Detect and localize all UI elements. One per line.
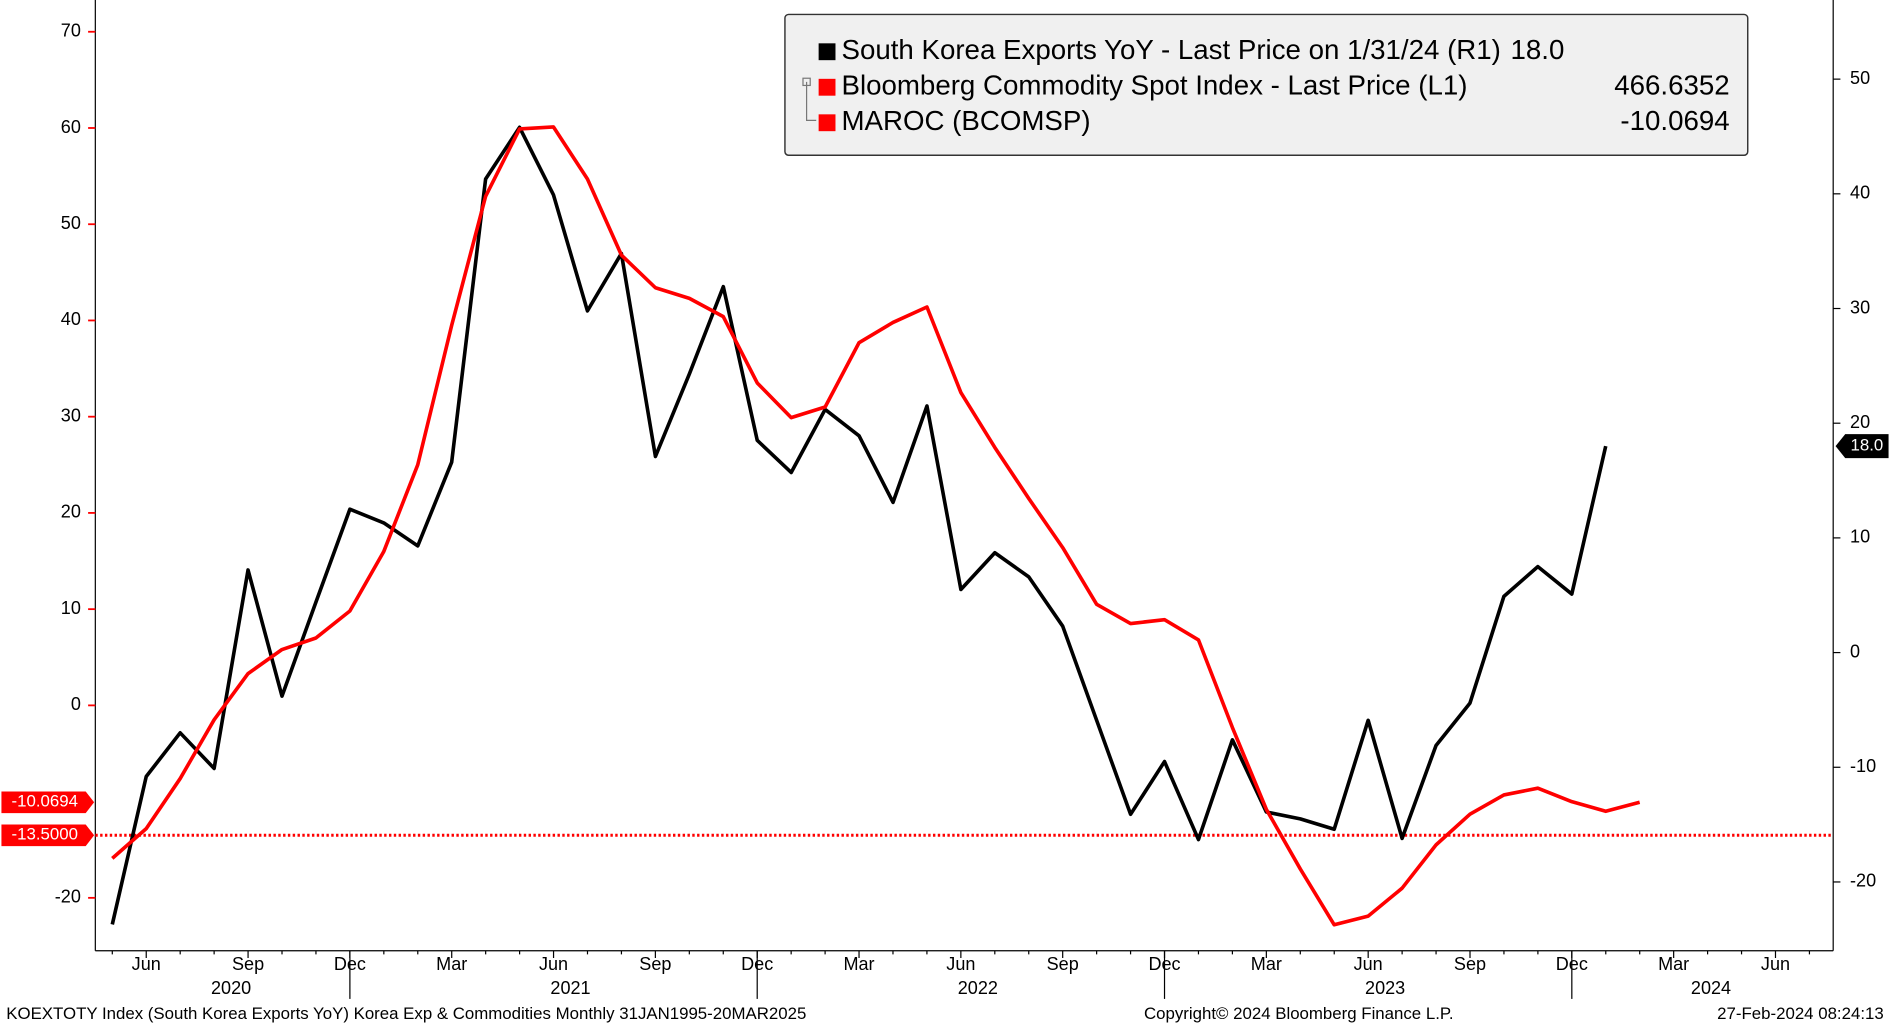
reference-tag <box>1 824 95 847</box>
x-tick-label: Mar <box>843 954 874 974</box>
legend: South Korea Exports YoY - Last Price on … <box>784 13 1749 156</box>
y-tick-label: 40 <box>61 309 81 329</box>
x-tick-label: Sep <box>639 954 671 974</box>
x-tick-label: Mar <box>1251 954 1282 974</box>
last-value-label: 18.0 <box>1851 436 1884 455</box>
x-tick-label: Mar <box>436 954 467 974</box>
x-tick-label: Jun <box>539 954 568 974</box>
legend-swatch <box>818 114 836 132</box>
footer-center: Copyright© 2024 Bloomberg Finance L.P. <box>1144 1004 1454 1023</box>
x-tick-label: Sep <box>1047 954 1079 974</box>
y-tick-label: 50 <box>61 213 81 233</box>
legend-value: 466.6352 <box>1614 70 1729 101</box>
legend-label: MAROC (BCOMSP) <box>841 105 1090 136</box>
legend-connector-box <box>802 77 811 87</box>
year-label: 2022 <box>958 978 998 998</box>
y2-tick-label: 0 <box>1850 641 1860 661</box>
y-tick-label: 30 <box>61 405 81 425</box>
legend-value: -10.0694 <box>1620 105 1729 136</box>
y2-tick-label: -20 <box>1850 871 1876 891</box>
x-tick-label: Mar <box>1658 954 1689 974</box>
series-line <box>111 125 1641 927</box>
legend-box <box>784 13 1749 156</box>
last-value-label: -10.0694 <box>12 792 78 811</box>
legend-swatch <box>818 43 836 61</box>
last-value-tag <box>1 791 95 814</box>
legend-connector <box>805 81 817 121</box>
y2-tick-label: 30 <box>1850 297 1870 317</box>
x-tick-label: Jun <box>1354 954 1383 974</box>
y2-tick-label: 10 <box>1850 527 1870 547</box>
reference-label: -13.5000 <box>12 825 78 844</box>
legend-label: Bloomberg Commodity Spot Index - Last Pr… <box>841 70 1467 101</box>
y-tick-label: 20 <box>61 502 81 522</box>
footer-left: KOEXTOTY Index (South Korea Exports YoY)… <box>6 1004 806 1023</box>
footer-right: 27-Feb-2024 08:24:13 <box>1717 1004 1884 1023</box>
x-tick-label: Sep <box>1454 954 1486 974</box>
y2-tick-label: 50 <box>1850 68 1870 88</box>
x-tick-label: Sep <box>232 954 264 974</box>
x-tick-label: Jun <box>132 954 161 974</box>
y2-tick-label: 20 <box>1850 412 1870 432</box>
year-label: 2021 <box>550 978 590 998</box>
y2-tick-label: 40 <box>1850 183 1870 203</box>
y-tick-label: 60 <box>61 117 81 137</box>
x-tick-label: Jun <box>1761 954 1790 974</box>
y-tick-label: 0 <box>71 694 81 714</box>
series-line <box>110 125 1608 925</box>
legend-value: 18.0 <box>1511 34 1565 65</box>
x-tick-label: Jun <box>946 954 975 974</box>
year-label: 2020 <box>211 978 251 998</box>
plot-area: -20 0 10 20 30 40 50 60 70 -20 -10 0 10 20 30 40 50 Jun Se… <box>1 21 1889 999</box>
last-value-tag <box>1835 434 1889 459</box>
year-label: 2023 <box>1365 978 1405 998</box>
legend-label: South Korea Exports YoY - Last Price on … <box>841 34 1500 65</box>
legend-swatch <box>818 78 836 96</box>
y-tick-label: -20 <box>55 887 81 907</box>
y2-tick-label: -10 <box>1850 756 1876 776</box>
y-tick-label: 70 <box>61 21 81 41</box>
year-label: 2024 <box>1691 978 1731 998</box>
y-tick-label: 10 <box>61 598 81 618</box>
